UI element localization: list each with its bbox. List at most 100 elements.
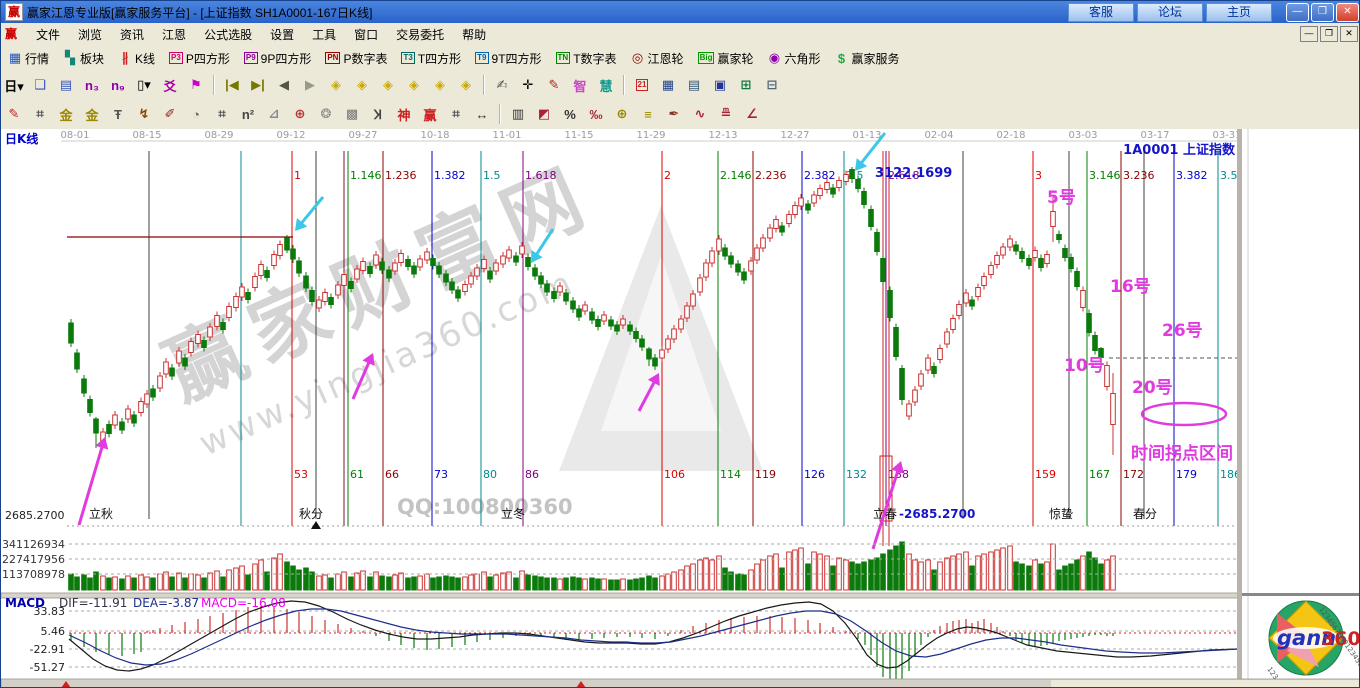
period-dropdown[interactable]: 日▾	[2, 74, 26, 96]
mark-tool[interactable]: ✎	[542, 74, 566, 96]
f-ladder-tool[interactable]: Ŧ	[106, 103, 130, 125]
gann-ratio-label: 2	[664, 169, 671, 182]
nav-first-button[interactable]: |◀	[220, 74, 244, 96]
brain-tool[interactable]: 慧	[594, 74, 618, 96]
diamond-expand-button[interactable]: ◈	[376, 74, 400, 96]
menu-工具[interactable]: 工具	[312, 27, 337, 42]
t-square-button[interactable]: T3 T四方形	[394, 49, 468, 68]
calendar-icon[interactable]: 21	[630, 74, 654, 96]
ruler-tool[interactable]: ⌗	[210, 103, 234, 125]
quotes-button[interactable]: ▦ 行情	[1, 49, 56, 68]
ying-tool[interactable]: 赢	[418, 103, 442, 125]
restore-button[interactable]: ❐	[1311, 2, 1334, 22]
info-icon[interactable]: ▤	[54, 74, 78, 96]
hand-tool[interactable]: ✍	[490, 74, 514, 96]
t9-square-button-label: 9T四方形	[491, 51, 542, 66]
export-icon[interactable]: ⊞	[734, 74, 758, 96]
shen-tool[interactable]: 神	[392, 103, 416, 125]
kline-button[interactable]: ∦ K线	[111, 49, 162, 68]
color-flag-icon[interactable]: ⚑	[184, 74, 208, 96]
menu-江恩[interactable]: 江恩	[162, 27, 187, 42]
chart-area[interactable]: 赢家财富网 www.yingjia360.com QQ:100800360 日K线 08…	[1, 129, 1360, 688]
menu-设置[interactable]: 设置	[270, 27, 295, 42]
diamond-center-button[interactable]: ◈	[428, 74, 452, 96]
gold-lines-tool[interactable]: ≡	[636, 103, 660, 125]
fan-percent-tool[interactable]: ◩	[532, 103, 556, 125]
angle-tool-icon: ⊿	[268, 106, 280, 121]
zhi-tool[interactable]: 智	[568, 74, 592, 96]
gann-wheel-button[interactable]: ◎ 江恩轮	[624, 49, 691, 68]
print-icon[interactable]: ⊟	[760, 74, 784, 96]
mdi-minimize-button[interactable]: —	[1300, 26, 1318, 42]
gold-eq-tool[interactable]: ≞	[714, 103, 738, 125]
ladder-tool[interactable]: ⌗	[28, 103, 52, 125]
spiral-tool[interactable]: ↯	[132, 103, 156, 125]
nav-prev-button[interactable]: ◀	[272, 74, 296, 96]
web-tool[interactable]: ❂	[314, 103, 338, 125]
home-button[interactable]: 主页	[1206, 2, 1272, 22]
menu-公式选股[interactable]: 公式选股	[204, 27, 253, 42]
forum-button[interactable]: 论坛	[1137, 2, 1203, 22]
print-icon-icon: ⊟	[766, 77, 778, 92]
gold-lines-tool-icon: ≡	[644, 106, 652, 122]
gann-circle-tool[interactable]: ⊕	[288, 103, 312, 125]
winner-wheel-button-label: 赢家轮	[717, 51, 754, 66]
mdi-restore-button[interactable]: ❐	[1320, 26, 1338, 42]
diamond-left-button[interactable]: ◈	[324, 74, 348, 96]
percent-line-tool[interactable]: ‰	[584, 103, 608, 125]
wave3-icon[interactable]: n₃	[80, 74, 104, 96]
gold-ladder-tool[interactable]: 金	[54, 103, 78, 125]
gann-ratio-label: 1.5	[483, 169, 501, 182]
angle-tool[interactable]: ⊿	[262, 103, 286, 125]
j-angle-tool[interactable]: ∠	[740, 103, 764, 125]
menu-资讯[interactable]: 资讯	[120, 27, 145, 42]
ad-wave-tool[interactable]: ∿	[688, 103, 712, 125]
ruler123-tool[interactable]: ⌗	[444, 103, 468, 125]
minimize-button[interactable]: —	[1286, 2, 1309, 22]
calculator-icon[interactable]: ▦	[656, 74, 680, 96]
k-mark-tool[interactable]: Ʞ	[366, 103, 390, 125]
diamond-right-button[interactable]: ◈	[350, 74, 374, 96]
menu-交易委托[interactable]: 交易委托	[396, 27, 445, 42]
crosshair-tool[interactable]: ✛	[516, 74, 540, 96]
nav-next-button[interactable]: ▶	[298, 74, 322, 96]
t9-square-button[interactable]: T9 9T四方形	[468, 49, 548, 68]
menu-窗口[interactable]: 窗口	[354, 27, 379, 42]
save-icon[interactable]: ▣	[708, 74, 732, 96]
diamond-fit-button[interactable]: ◈	[454, 74, 478, 96]
notes-icon[interactable]: ▤	[682, 74, 706, 96]
span-tool[interactable]: ↔	[470, 103, 494, 125]
brush-tool[interactable]: ✒	[662, 103, 686, 125]
close-button[interactable]: ✕	[1336, 2, 1359, 22]
n2-tool[interactable]: n²	[236, 103, 260, 125]
candle-style-dropdown[interactable]: ▯▾	[132, 74, 156, 96]
pen2-tool[interactable]: ✐	[158, 103, 182, 125]
p-table-button[interactable]: PN P数字表	[318, 49, 394, 68]
mdi-close-button[interactable]: ✕	[1340, 26, 1358, 42]
p9-square-button[interactable]: P9 9P四方形	[237, 49, 318, 68]
menu-浏览[interactable]: 浏览	[78, 27, 103, 42]
p-square-button[interactable]: P3 P四方形	[162, 49, 237, 68]
pen-tool[interactable]: ✎	[2, 103, 26, 125]
winner-wheel-button[interactable]: Big 赢家轮	[691, 49, 761, 68]
menu-帮助[interactable]: 帮助	[462, 27, 487, 42]
box-chart-tool[interactable]: ▥	[506, 103, 530, 125]
support-button[interactable]: 客服	[1068, 2, 1134, 22]
menu-文件[interactable]: 文件	[36, 27, 61, 42]
overlay-icon[interactable]: ❏	[28, 74, 52, 96]
t-table-button[interactable]: TN T数字表	[549, 49, 624, 68]
cycle-tool[interactable]: ◔	[184, 103, 208, 125]
percent-tool[interactable]: %	[558, 103, 582, 125]
pattern-icon-icon: 爻	[163, 78, 177, 94]
gold-circle-tool[interactable]: ⊕	[610, 103, 634, 125]
pattern-icon[interactable]: 爻	[158, 74, 182, 96]
grid-target-tool[interactable]: ▩	[340, 103, 364, 125]
nav-last-button[interactable]: ▶|	[246, 74, 270, 96]
blocks-button[interactable]: ▚ 板块	[56, 49, 111, 68]
gold-ladder2-tool[interactable]: 金	[80, 103, 104, 125]
winner-service-button[interactable]: $ 赢家服务	[827, 49, 906, 68]
wave9-icon[interactable]: n₉	[106, 74, 130, 96]
hexagon-button[interactable]: ◉ 六角形	[760, 49, 827, 68]
diamond-shrink-button[interactable]: ◈	[402, 74, 426, 96]
